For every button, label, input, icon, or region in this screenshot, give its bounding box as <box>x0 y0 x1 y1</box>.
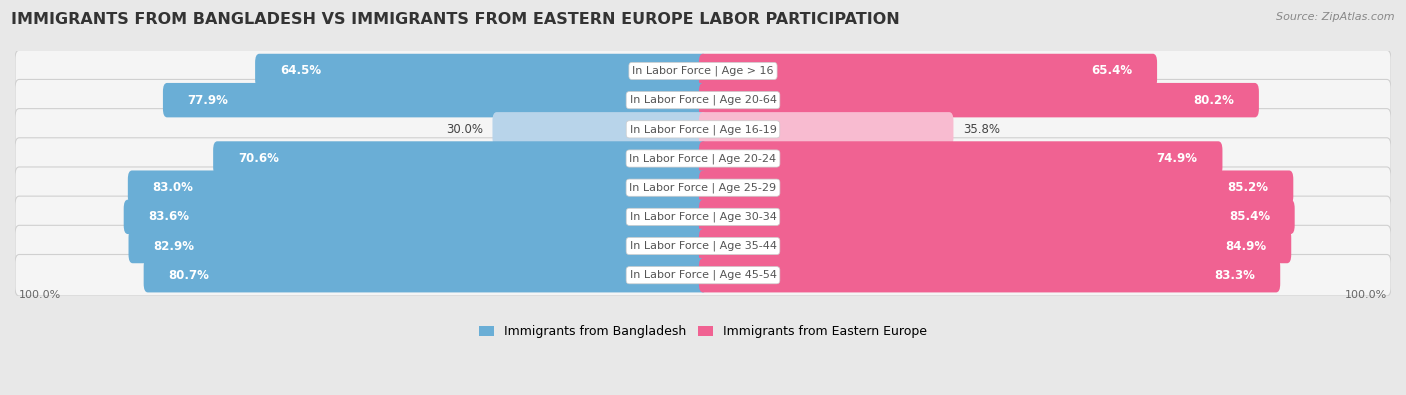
FancyBboxPatch shape <box>124 199 707 234</box>
FancyBboxPatch shape <box>254 54 707 88</box>
Text: 77.9%: 77.9% <box>187 94 229 107</box>
Text: 70.6%: 70.6% <box>238 152 278 165</box>
Text: 80.2%: 80.2% <box>1194 94 1234 107</box>
Text: In Labor Force | Age 45-54: In Labor Force | Age 45-54 <box>630 270 776 280</box>
Text: 84.9%: 84.9% <box>1226 239 1267 252</box>
Text: 74.9%: 74.9% <box>1157 152 1198 165</box>
FancyBboxPatch shape <box>214 141 707 176</box>
Text: 82.9%: 82.9% <box>153 239 194 252</box>
FancyBboxPatch shape <box>699 141 1222 176</box>
Legend: Immigrants from Bangladesh, Immigrants from Eastern Europe: Immigrants from Bangladesh, Immigrants f… <box>474 320 932 343</box>
FancyBboxPatch shape <box>699 171 1294 205</box>
Text: 83.6%: 83.6% <box>149 211 190 223</box>
FancyBboxPatch shape <box>15 79 1391 121</box>
Text: 83.0%: 83.0% <box>153 181 194 194</box>
Text: 85.2%: 85.2% <box>1227 181 1268 194</box>
FancyBboxPatch shape <box>699 258 1281 292</box>
Text: In Labor Force | Age 20-64: In Labor Force | Age 20-64 <box>630 95 776 105</box>
FancyBboxPatch shape <box>128 171 707 205</box>
Text: 100.0%: 100.0% <box>1344 290 1386 300</box>
Text: 64.5%: 64.5% <box>280 64 321 77</box>
Text: 85.4%: 85.4% <box>1229 211 1270 223</box>
FancyBboxPatch shape <box>492 112 707 147</box>
Text: In Labor Force | Age 30-34: In Labor Force | Age 30-34 <box>630 212 776 222</box>
FancyBboxPatch shape <box>15 254 1391 296</box>
FancyBboxPatch shape <box>699 229 1291 263</box>
FancyBboxPatch shape <box>15 167 1391 209</box>
Text: 83.3%: 83.3% <box>1215 269 1256 282</box>
Text: 30.0%: 30.0% <box>446 123 482 136</box>
FancyBboxPatch shape <box>163 83 707 117</box>
FancyBboxPatch shape <box>699 54 1157 88</box>
FancyBboxPatch shape <box>15 109 1391 150</box>
FancyBboxPatch shape <box>699 199 1295 234</box>
Text: Source: ZipAtlas.com: Source: ZipAtlas.com <box>1277 12 1395 22</box>
FancyBboxPatch shape <box>15 138 1391 179</box>
Text: In Labor Force | Age 25-29: In Labor Force | Age 25-29 <box>630 182 776 193</box>
FancyBboxPatch shape <box>15 196 1391 237</box>
FancyBboxPatch shape <box>128 229 707 263</box>
Text: 80.7%: 80.7% <box>169 269 209 282</box>
FancyBboxPatch shape <box>15 225 1391 267</box>
FancyBboxPatch shape <box>143 258 707 292</box>
Text: 65.4%: 65.4% <box>1091 64 1132 77</box>
Text: 35.8%: 35.8% <box>963 123 1000 136</box>
FancyBboxPatch shape <box>699 112 953 147</box>
Text: IMMIGRANTS FROM BANGLADESH VS IMMIGRANTS FROM EASTERN EUROPE LABOR PARTICIPATION: IMMIGRANTS FROM BANGLADESH VS IMMIGRANTS… <box>11 12 900 27</box>
FancyBboxPatch shape <box>699 83 1258 117</box>
Text: In Labor Force | Age > 16: In Labor Force | Age > 16 <box>633 66 773 76</box>
Text: In Labor Force | Age 20-24: In Labor Force | Age 20-24 <box>630 153 776 164</box>
Text: In Labor Force | Age 16-19: In Labor Force | Age 16-19 <box>630 124 776 135</box>
Text: 100.0%: 100.0% <box>20 290 62 300</box>
FancyBboxPatch shape <box>15 50 1391 92</box>
Text: In Labor Force | Age 35-44: In Labor Force | Age 35-44 <box>630 241 776 251</box>
